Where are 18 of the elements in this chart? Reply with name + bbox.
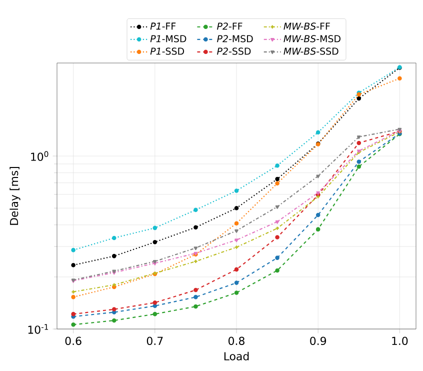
y-axis-title: Delay [ms] [10, 167, 20, 225]
x-tick-label: 0.8 [228, 336, 244, 346]
legend-label: P2-MSD [217, 35, 253, 42]
x-tick-label: 0.7 [146, 336, 163, 346]
legend-label: MW-BS-MSD [284, 35, 340, 42]
legend-label: P1-SSD [150, 48, 184, 55]
x-tick-label: 0.6 [65, 336, 82, 346]
y-tick-label: 10$^{-1}$ [28, 324, 48, 334]
legend-label: P2-SSD [217, 48, 251, 55]
legend-label: MW-BS-SSD [284, 48, 338, 55]
legend-label: P1-MSD [150, 35, 186, 42]
x-tick-label: 1.0 [392, 336, 408, 346]
x-tick-label: 0.9 [310, 336, 326, 346]
legend-label: P2-FF [217, 22, 242, 30]
x-axis-title: Load [224, 352, 249, 360]
legend-label: MW-BS-FF [284, 22, 330, 30]
legend-label: P1-FF [150, 22, 176, 30]
y-tick-label: 10$^{0}$ [31, 151, 48, 161]
